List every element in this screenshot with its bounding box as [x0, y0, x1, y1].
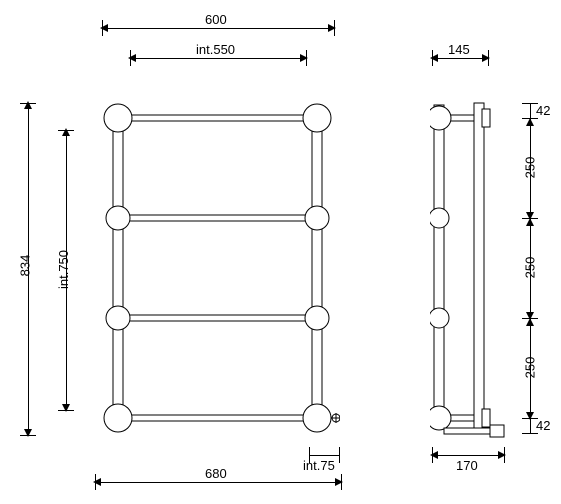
dim-int75: int.75 — [303, 458, 335, 473]
dim-42-bottom: 42 — [536, 418, 550, 433]
dim-834: 834 — [17, 255, 32, 277]
dim-int750: int.750 — [56, 250, 71, 289]
dim-250-3: 250 — [522, 357, 537, 379]
dim-600: 600 — [205, 12, 227, 27]
dim-int75-line — [309, 455, 339, 456]
dim-int550-line — [130, 58, 306, 59]
dim-250-1: 250 — [522, 157, 537, 179]
dim-170-line — [432, 455, 504, 456]
dim-600-line — [102, 28, 334, 29]
dim-42t-line — [530, 103, 531, 118]
technical-drawing: 600 int.550 145 834 int.750 42 250 250 2… — [0, 0, 561, 504]
dim-int550: int.550 — [196, 42, 235, 57]
front-view — [95, 95, 340, 440]
side-view — [430, 95, 510, 440]
dim-170: 170 — [456, 458, 478, 473]
dim-145: 145 — [448, 42, 470, 57]
dim-42-top: 42 — [536, 103, 550, 118]
dim-145-line — [432, 58, 488, 59]
dim-680: 680 — [205, 466, 227, 481]
dim-42b-line — [530, 418, 531, 433]
dim-680-line — [95, 482, 341, 483]
dim-250-2: 250 — [522, 257, 537, 279]
